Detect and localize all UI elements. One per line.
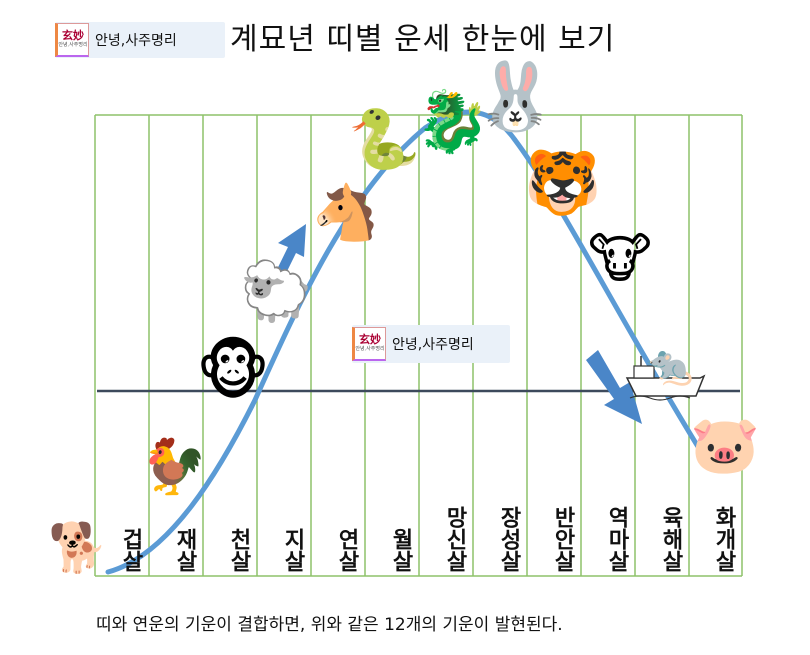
ox-icon: 🐮	[588, 227, 652, 290]
brand-text: 안녕,사주명리	[392, 337, 474, 353]
dog-icon: 🐕	[48, 520, 108, 576]
rising-arrow-icon	[262, 224, 306, 306]
brand-badge-top: 玄妙 안녕,사주명리 안녕,사주명리	[55, 22, 225, 58]
stage-label: 연살	[334, 528, 359, 572]
brand-badge-middle: 玄妙 안녕,사주명리 안녕,사주명리	[352, 325, 510, 363]
horse-icon: 🐴	[312, 181, 380, 244]
monkey-icon: 🐵	[196, 335, 270, 409]
stage-label: 월살	[388, 528, 413, 572]
rabbit-icon: 🐰	[474, 58, 557, 135]
stage-label: 반안살	[550, 506, 575, 572]
fortune-curve	[105, 109, 703, 575]
ship-icon	[625, 356, 706, 401]
stage-label: 지살	[280, 528, 305, 572]
stage-label: 겁살	[118, 528, 143, 572]
brand-logo-icon: 玄妙 안녕,사주명리	[352, 327, 386, 361]
rooster-icon: 🐓	[140, 435, 208, 498]
caption: 띠와 연운의 기운이 결합하면, 위와 같은 12개의 기운이 발현된다.	[96, 615, 563, 635]
grid	[94, 114, 743, 577]
stage-label: 화개살	[711, 506, 736, 572]
stage-label: 장성살	[496, 506, 521, 572]
dragon-icon: 🐉	[415, 87, 490, 157]
brand-text: 안녕,사주명리	[95, 33, 177, 49]
stage-label: 재살	[172, 528, 197, 572]
sheep-icon: 🐑	[240, 257, 313, 325]
falling-arrow-icon	[586, 350, 642, 424]
pig-icon: 🐷	[690, 413, 760, 478]
tiger-icon: 🐯	[524, 146, 602, 219]
rat-icon: 🐀	[646, 343, 694, 387]
stage-label: 역마살	[604, 506, 629, 572]
brand-logo-icon: 玄妙 안녕,사주명리	[55, 23, 89, 57]
stage-label: 육해살	[658, 506, 683, 572]
stage-label: 망신살	[442, 506, 467, 572]
stage-label: 천살	[226, 528, 251, 572]
page-title: 계묘년 띠별 운세 한눈에 보기	[230, 22, 616, 57]
snake-icon: 🐍	[348, 105, 421, 173]
